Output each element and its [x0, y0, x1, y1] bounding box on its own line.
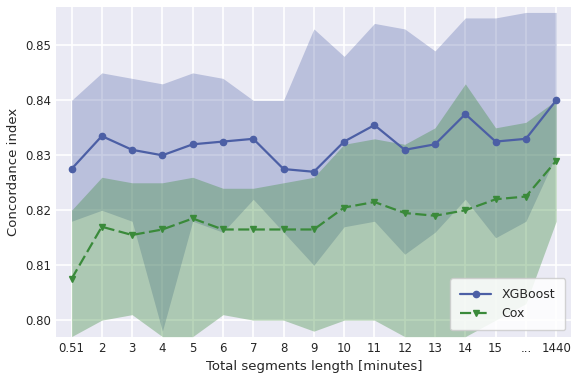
- XGBoost: [250, 136, 257, 141]
- XGBoost: [159, 153, 166, 158]
- Cox: [219, 227, 226, 232]
- Cox: [492, 197, 499, 201]
- XGBoost: [219, 139, 226, 144]
- Line: Cox: Cox: [68, 157, 560, 282]
- Cox: [129, 233, 136, 237]
- Cox: [250, 227, 257, 232]
- XGBoost: [432, 142, 438, 147]
- XGBoost: [371, 123, 378, 127]
- Legend: XGBoost, Cox: XGBoost, Cox: [450, 278, 565, 330]
- XGBoost: [129, 147, 136, 152]
- Cox: [523, 194, 530, 199]
- Line: XGBoost: XGBoost: [68, 97, 559, 175]
- XGBoost: [523, 136, 530, 141]
- Cox: [340, 205, 347, 210]
- X-axis label: Total segments length [minutes]: Total segments length [minutes]: [205, 360, 422, 373]
- XGBoost: [492, 139, 499, 144]
- XGBoost: [340, 139, 347, 144]
- XGBoost: [189, 142, 196, 147]
- XGBoost: [99, 134, 106, 138]
- Y-axis label: Concordance index: Concordance index: [7, 108, 20, 236]
- XGBoost: [401, 147, 408, 152]
- Cox: [432, 214, 438, 218]
- XGBoost: [280, 167, 287, 171]
- XGBoost: [310, 169, 317, 174]
- Cox: [189, 216, 196, 221]
- Cox: [99, 225, 106, 229]
- Cox: [553, 158, 560, 163]
- Cox: [371, 200, 378, 204]
- XGBoost: [462, 112, 469, 116]
- Cox: [280, 227, 287, 232]
- Cox: [68, 277, 75, 281]
- Cox: [159, 227, 166, 232]
- Cox: [310, 227, 317, 232]
- Cox: [401, 211, 408, 215]
- Cox: [462, 208, 469, 212]
- XGBoost: [68, 167, 75, 171]
- XGBoost: [553, 98, 560, 103]
